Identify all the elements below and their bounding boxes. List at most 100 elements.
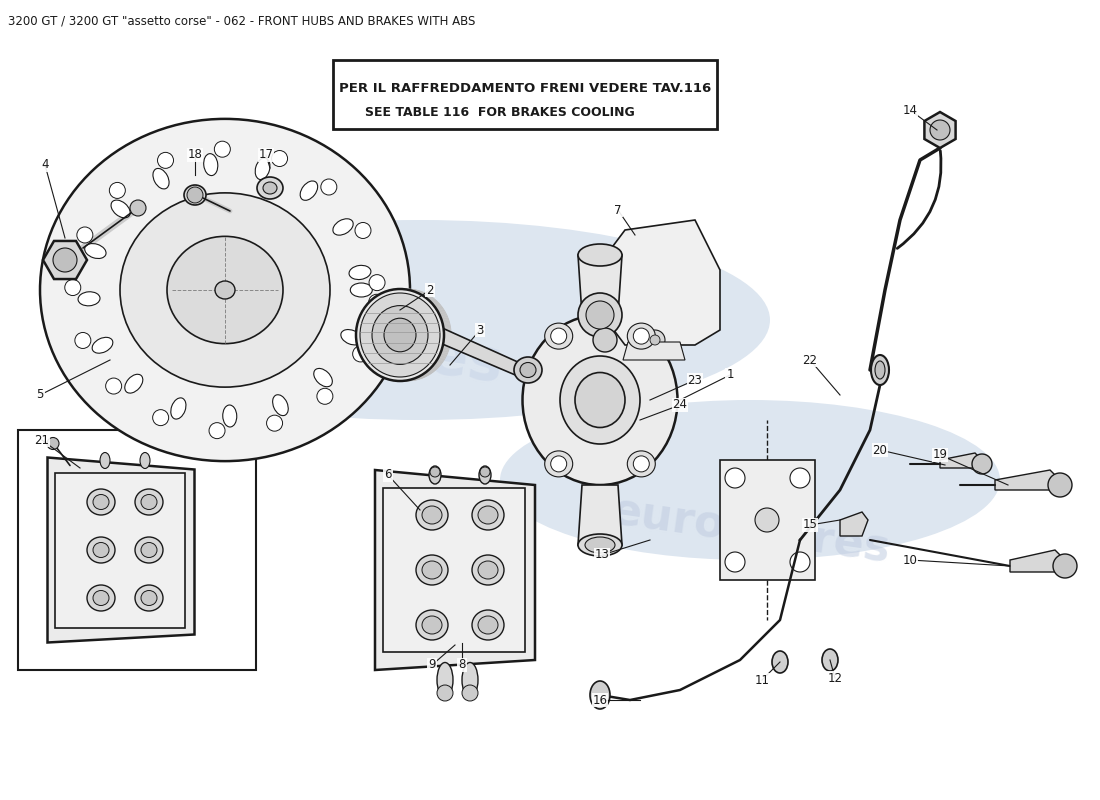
Circle shape [578, 293, 621, 337]
Circle shape [480, 467, 490, 477]
Ellipse shape [204, 154, 218, 175]
Text: 15: 15 [803, 518, 817, 531]
Ellipse shape [314, 369, 332, 386]
Circle shape [634, 456, 649, 472]
Ellipse shape [578, 534, 621, 556]
Ellipse shape [522, 315, 678, 485]
Ellipse shape [356, 289, 444, 381]
Polygon shape [623, 342, 685, 360]
Ellipse shape [111, 200, 130, 218]
Ellipse shape [585, 537, 615, 553]
Ellipse shape [360, 293, 440, 377]
Circle shape [106, 378, 122, 394]
Ellipse shape [170, 398, 186, 419]
Text: 4: 4 [42, 158, 48, 171]
Text: 3200 GT / 3200 GT "assetto corse" - 062 - FRONT HUBS AND BRAKES WITH ABS: 3200 GT / 3200 GT "assetto corse" - 062 … [8, 14, 475, 27]
Ellipse shape [772, 651, 788, 673]
Ellipse shape [135, 489, 163, 515]
Circle shape [645, 330, 665, 350]
Circle shape [53, 248, 77, 272]
Ellipse shape [416, 555, 448, 585]
Circle shape [725, 468, 745, 488]
Circle shape [593, 328, 617, 352]
Circle shape [634, 328, 649, 344]
Text: SEE TABLE 116  FOR BRAKES COOLING: SEE TABLE 116 FOR BRAKES COOLING [365, 106, 635, 118]
Ellipse shape [472, 610, 504, 640]
Text: 19: 19 [933, 449, 947, 462]
Text: 13: 13 [595, 549, 609, 562]
Text: 8: 8 [459, 658, 465, 671]
Ellipse shape [94, 590, 109, 606]
Ellipse shape [478, 561, 498, 579]
Ellipse shape [70, 220, 770, 420]
Ellipse shape [578, 244, 621, 266]
Ellipse shape [184, 185, 206, 205]
Circle shape [77, 227, 92, 243]
Circle shape [187, 187, 204, 203]
Ellipse shape [478, 466, 491, 484]
Circle shape [1048, 473, 1072, 497]
Ellipse shape [871, 355, 889, 385]
Circle shape [75, 333, 91, 349]
Text: 14: 14 [902, 103, 917, 117]
Bar [720, 460, 815, 580]
Circle shape [109, 182, 125, 198]
Text: 3: 3 [476, 323, 484, 337]
Ellipse shape [100, 453, 110, 469]
Ellipse shape [333, 218, 353, 235]
Ellipse shape [560, 356, 640, 444]
Ellipse shape [85, 243, 106, 258]
Text: 23: 23 [688, 374, 703, 386]
Circle shape [930, 120, 950, 140]
Circle shape [462, 685, 478, 701]
Ellipse shape [87, 537, 116, 563]
Circle shape [153, 410, 168, 426]
Ellipse shape [422, 506, 442, 524]
Ellipse shape [472, 555, 504, 585]
Ellipse shape [520, 362, 536, 378]
Ellipse shape [350, 283, 372, 297]
Ellipse shape [514, 357, 542, 383]
Ellipse shape [78, 292, 100, 306]
Text: 21: 21 [34, 434, 50, 446]
Text: 12: 12 [827, 671, 843, 685]
Polygon shape [610, 220, 720, 345]
Circle shape [214, 141, 230, 157]
Ellipse shape [341, 330, 362, 345]
Circle shape [266, 415, 283, 431]
Ellipse shape [358, 289, 446, 381]
Ellipse shape [416, 500, 448, 530]
Ellipse shape [478, 616, 498, 634]
Ellipse shape [141, 494, 157, 510]
Ellipse shape [627, 451, 656, 477]
Circle shape [321, 179, 337, 195]
Text: eurospares: eurospares [607, 489, 892, 571]
Ellipse shape [359, 289, 447, 381]
Circle shape [725, 552, 745, 572]
Ellipse shape [141, 590, 157, 606]
Polygon shape [440, 327, 520, 377]
Circle shape [1053, 554, 1077, 578]
Ellipse shape [214, 281, 235, 299]
Ellipse shape [590, 681, 610, 709]
Ellipse shape [360, 289, 448, 381]
Text: 5: 5 [36, 389, 44, 402]
Circle shape [551, 328, 566, 344]
Circle shape [65, 279, 80, 295]
Text: 2: 2 [427, 283, 433, 297]
Text: 10: 10 [903, 554, 917, 566]
Polygon shape [1010, 550, 1065, 572]
Text: 1: 1 [726, 369, 734, 382]
Ellipse shape [167, 236, 283, 344]
Polygon shape [840, 512, 868, 536]
Ellipse shape [462, 662, 478, 698]
Circle shape [209, 422, 226, 438]
Circle shape [130, 200, 146, 216]
Ellipse shape [92, 338, 113, 353]
Circle shape [368, 294, 385, 310]
Bar [18, 430, 256, 670]
Ellipse shape [422, 616, 442, 634]
Polygon shape [383, 488, 525, 652]
Ellipse shape [87, 489, 116, 515]
Ellipse shape [135, 537, 163, 563]
